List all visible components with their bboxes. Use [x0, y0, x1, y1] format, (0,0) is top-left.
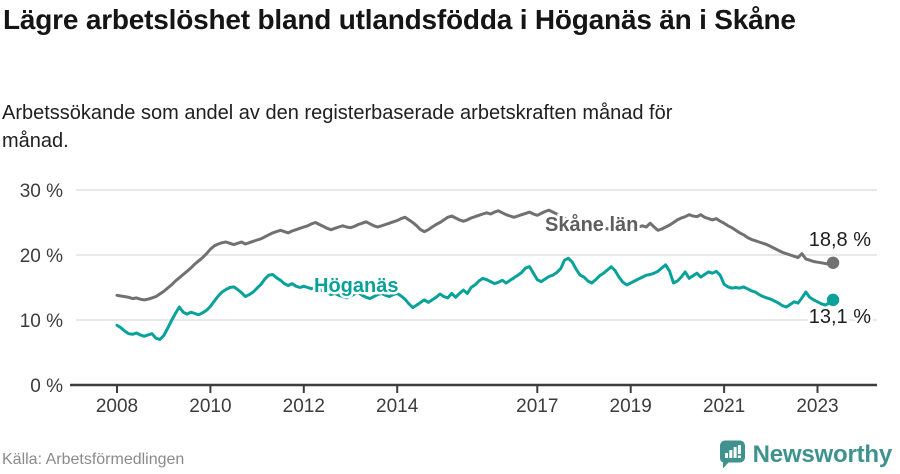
x-tick-label: 2014: [376, 396, 419, 417]
newsworthy-wordmark: Newsworthy: [752, 440, 893, 468]
x-tick-label: 2019: [610, 396, 652, 417]
newsworthy-logo: Newsworthy: [719, 440, 896, 469]
line-chart: 0 % 10 % 20 % 30 % 2008 2010 2012 2014 2017 2019 2…: [20, 181, 877, 417]
x-tick-label: 2021: [703, 396, 745, 417]
end-value-label-skane: 18,8 %: [809, 229, 871, 251]
end-value-label-hoganas: 13,1 %: [809, 306, 871, 328]
end-dot-hoganas: [826, 293, 840, 307]
x-tick-label: 2017: [516, 396, 558, 417]
x-tick-label: 2010: [189, 396, 231, 417]
newsworthy-icon: [719, 440, 745, 469]
series-label-skane: Skåne län: [545, 213, 638, 236]
series-line-skane: [115, 208, 835, 302]
y-tick-label: 30 %: [20, 181, 63, 202]
x-tick-label: 2023: [796, 396, 838, 417]
x-tick-label: 2008: [96, 396, 138, 417]
chart-title: Lägre arbetslöshet bland utlandsfödda i …: [3, 4, 796, 35]
end-dot-skane: [826, 256, 840, 269]
series-label-hoganas: Höganäs: [314, 275, 398, 297]
series-line-hoganas: [115, 256, 835, 341]
y-tick-label: 20 %: [20, 246, 63, 267]
x-tick-label: 2012: [283, 396, 325, 417]
chart-footer: Källa: Arbetsförmedlingen Newsworthy: [0, 440, 896, 469]
source-note: Källa: Arbetsförmedlingen: [2, 451, 185, 468]
y-tick-label: 0 %: [30, 376, 63, 397]
chart-subtitle: Arbetssökande som andel av den registerb…: [2, 102, 673, 153]
y-tick-label: 10 %: [20, 311, 63, 332]
